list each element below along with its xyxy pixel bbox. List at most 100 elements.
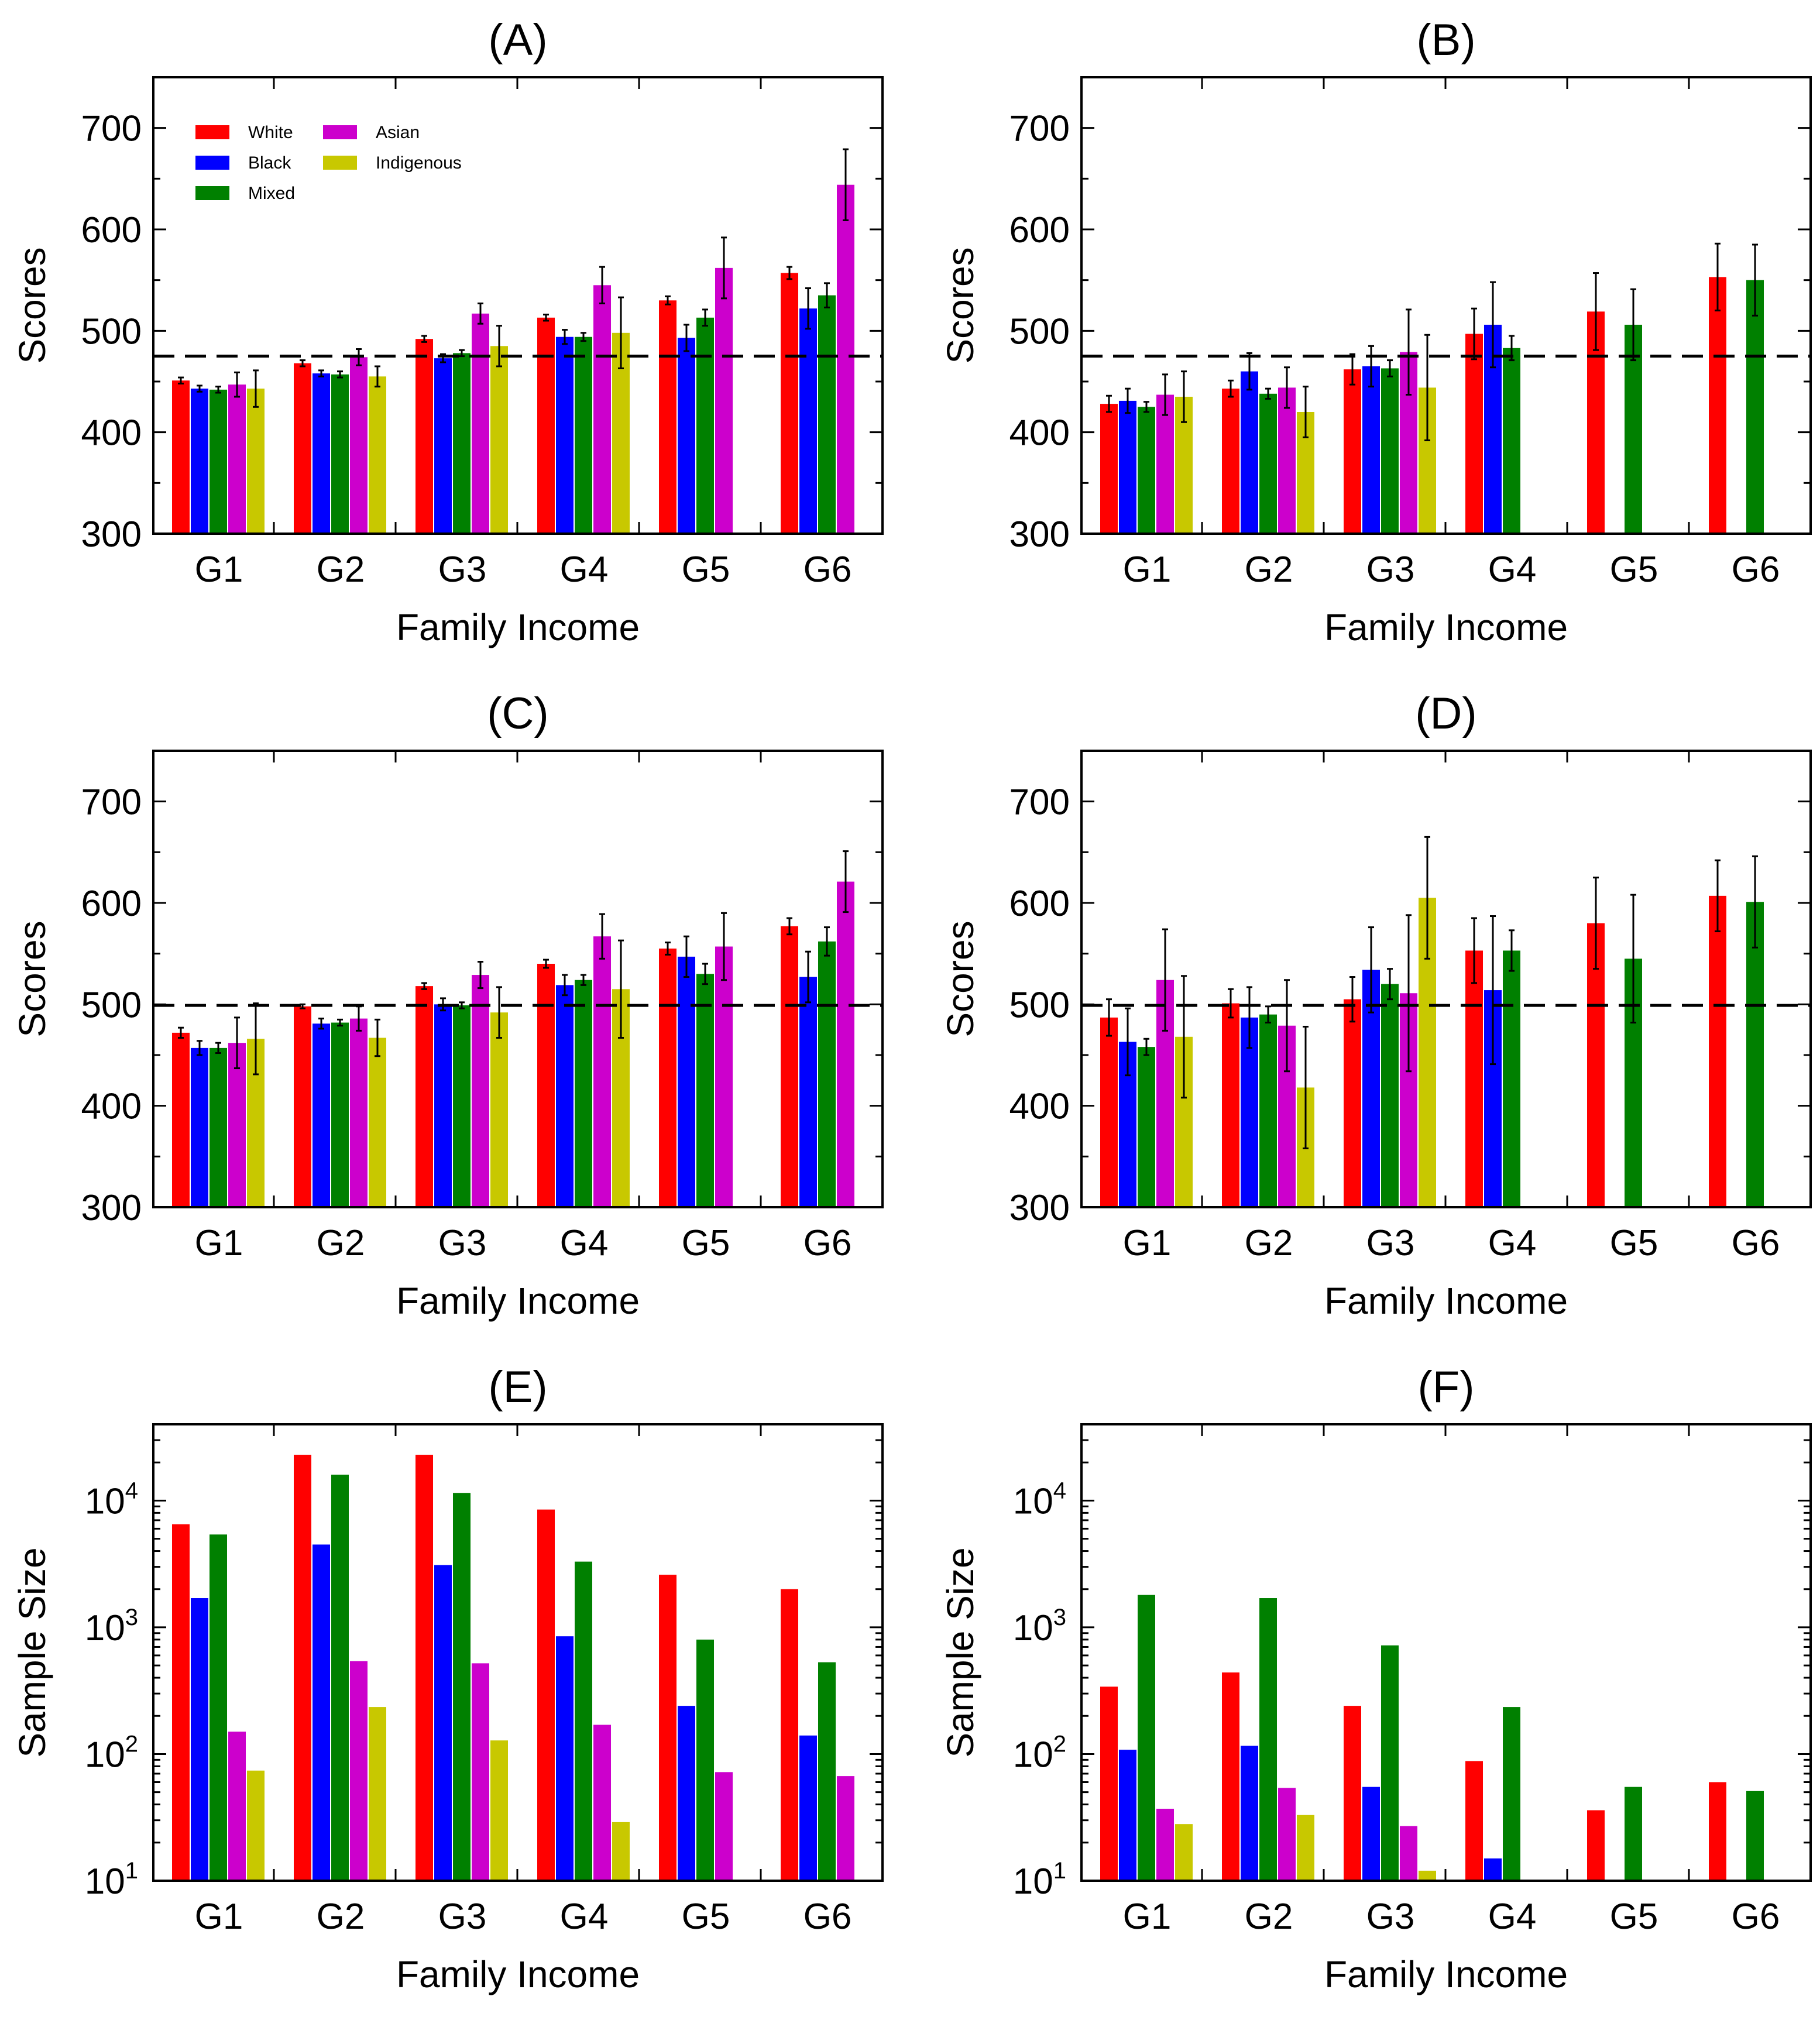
- x-tick-label-g3: G3: [1366, 549, 1415, 590]
- y-axis-label: Scores: [11, 920, 53, 1037]
- y-tick-label: 103: [1013, 1605, 1066, 1648]
- y-tick-label: 103: [85, 1605, 138, 1648]
- bar-asian-g4: [593, 285, 611, 534]
- y-tick-label: 400: [81, 413, 142, 454]
- bar-black-g4: [556, 985, 574, 1207]
- bar-black-g3: [1362, 1787, 1380, 1881]
- legend-swatch-white: [195, 125, 229, 139]
- x-tick-label-g2: G2: [317, 1223, 365, 1263]
- x-tick-label-g1: G1: [195, 1223, 243, 1263]
- bar-asian-g4: [593, 936, 611, 1207]
- y-tick-label: 400: [81, 1087, 142, 1127]
- bar-mixed-g6: [1746, 1791, 1764, 1881]
- bar-white-g4: [1465, 950, 1483, 1207]
- x-tick-label-g6: G6: [803, 549, 852, 590]
- bar-white-g2: [1222, 389, 1239, 534]
- panel-title: (A): [488, 15, 547, 65]
- bar-mixed-g4: [575, 980, 592, 1207]
- bar-white-g2: [294, 1455, 311, 1881]
- bar-asian-g2: [350, 1661, 368, 1881]
- bar-black-g1: [191, 1598, 208, 1881]
- x-tick-label-g1: G1: [1123, 549, 1172, 590]
- x-tick-label-g6: G6: [1732, 1897, 1780, 1937]
- y-axis-label: Sample Size: [939, 1547, 981, 1757]
- bar-mixed-g3: [453, 1493, 471, 1881]
- bar-mixed-g5: [1625, 1787, 1642, 1881]
- bar-white-g6: [781, 926, 798, 1207]
- bar-asian-g2: [350, 357, 368, 534]
- bar-white-g1: [1100, 404, 1118, 534]
- bar-white-g6: [781, 1589, 798, 1881]
- panel-f: (F) 101 102 103 104 G1 G2 G3 G4 G5 G6 Family Income…: [939, 1362, 1812, 1995]
- bar-indigenous-g1: [247, 1770, 265, 1881]
- y-tick-label: 300: [81, 1188, 142, 1228]
- bar-black-g6: [799, 977, 817, 1207]
- bar-mixed-g4: [1503, 348, 1520, 534]
- y-tick-label: 102: [1013, 1731, 1066, 1775]
- bar-white-g5: [1587, 1810, 1605, 1881]
- x-tick-label-g1: G1: [1123, 1223, 1172, 1263]
- bar-white-g2: [1222, 1672, 1239, 1881]
- y-tick-label: 700: [1009, 782, 1070, 823]
- y-tick-label: 400: [1009, 1087, 1070, 1127]
- bar-asian-g5: [715, 1772, 733, 1881]
- y-tick-label: 101: [85, 1858, 138, 1902]
- legend-swatch-asian: [323, 125, 357, 139]
- panel-title: (B): [1416, 15, 1475, 65]
- x-tick-label-g1: G1: [195, 1897, 243, 1937]
- y-tick-label: 300: [81, 514, 142, 555]
- bar-black-g2: [1241, 371, 1258, 534]
- bar-black-g4: [1484, 1858, 1502, 1881]
- plot-frame: [1080, 1423, 1812, 1882]
- panel-title: (D): [1415, 689, 1477, 738]
- bar-white-g6: [1709, 895, 1726, 1207]
- bar-mixed-g3: [1381, 984, 1399, 1207]
- bar-white-g3: [1344, 1706, 1361, 1881]
- legend-label-white: White: [248, 123, 293, 142]
- bar-mixed-g4: [1503, 950, 1520, 1207]
- x-tick-label-g5: G5: [682, 549, 730, 590]
- bar-black-g4: [556, 1636, 574, 1881]
- y-tick-label: 400: [1009, 413, 1070, 454]
- bar-white-g2: [294, 363, 311, 534]
- y-tick-label: 600: [1009, 210, 1070, 250]
- bar-white-g3: [415, 339, 433, 534]
- x-tick-label-g2: G2: [1245, 549, 1293, 590]
- bar-indigenous-g4: [612, 1822, 630, 1881]
- bar-mixed-g6: [818, 1662, 836, 1881]
- x-tick-label-g4: G4: [1488, 549, 1537, 590]
- bar-white-g5: [1587, 923, 1605, 1207]
- x-tick-label-g5: G5: [1610, 549, 1658, 590]
- bar-white-g4: [1465, 1761, 1483, 1881]
- legend: White Black Mixed Asian Indigenous: [195, 123, 462, 203]
- y-tick-label: 104: [85, 1478, 138, 1521]
- x-tick-label-g2: G2: [317, 549, 365, 590]
- bar-black-g5: [678, 956, 695, 1207]
- bar-black-g1: [191, 1047, 208, 1207]
- bar-white-g5: [659, 1575, 677, 1881]
- bar-asian-g6: [837, 184, 854, 534]
- bar-asian-g1: [228, 1043, 246, 1207]
- bar-mixed-g1: [210, 1047, 227, 1207]
- y-tick-label: 700: [81, 782, 142, 823]
- panel-c: (C) 300 400 500 600 700 G1 G2 G3 G4 G5 G6 Family Inc…: [11, 689, 884, 1322]
- x-tick-label-g2: G2: [1245, 1223, 1293, 1263]
- bar-white-g1: [172, 1524, 190, 1881]
- x-axis-label: Family Income: [396, 1953, 640, 1995]
- bar-asian-g2: [350, 1018, 368, 1207]
- x-axis-label: Family Income: [1324, 1953, 1568, 1995]
- x-tick-label-g4: G4: [560, 1897, 609, 1937]
- y-tick-label: 600: [81, 884, 142, 924]
- bar-white-g5: [659, 300, 677, 534]
- bar-asian-g3: [472, 313, 489, 534]
- bar-white-g2: [294, 1006, 311, 1207]
- bar-asian-g3: [1400, 1826, 1417, 1881]
- bar-mixed-g4: [575, 1561, 592, 1881]
- bar-indigenous-g2: [369, 1038, 386, 1207]
- bar-white-g4: [537, 317, 555, 534]
- bar-mixed-g5: [696, 317, 714, 534]
- x-tick-label-g1: G1: [1123, 1897, 1172, 1937]
- bar-indigenous-g3: [490, 346, 508, 534]
- bar-black-g2: [313, 1023, 330, 1207]
